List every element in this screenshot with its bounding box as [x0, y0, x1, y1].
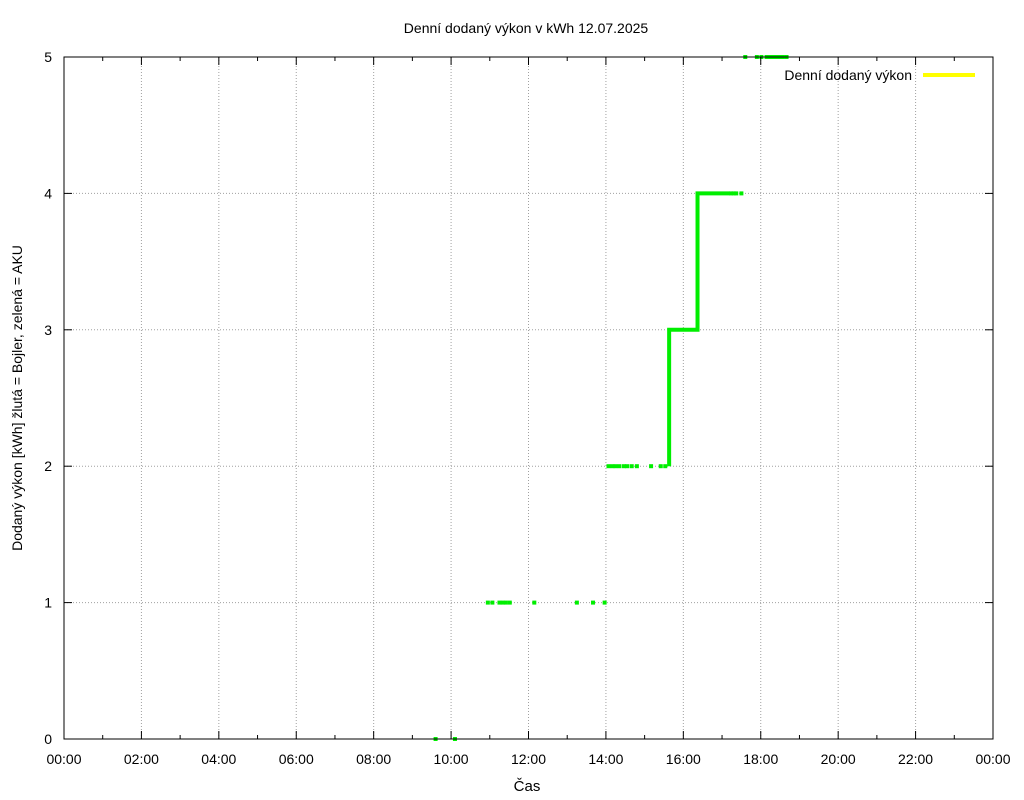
data-point: [629, 464, 634, 469]
data-point: [613, 464, 618, 469]
data-point: [503, 600, 508, 605]
x-axis-label: Čas: [514, 778, 541, 795]
y-axis-label: Dodaný výkon [kWh] žlutá = Bojler, zelen…: [9, 245, 25, 551]
data-point: [739, 191, 744, 196]
x-tick-label: 04:00: [201, 751, 236, 767]
data-point: [658, 464, 663, 469]
data-point: [497, 600, 502, 605]
x-tick-label: 00:00: [975, 751, 1010, 767]
data-point: [507, 600, 512, 605]
x-tick-label: 06:00: [279, 751, 314, 767]
data-point: [617, 464, 622, 469]
chart-title: Denní dodaný výkon v kWh 12.07.2025: [404, 20, 649, 36]
y-tick-label: 1: [44, 595, 52, 611]
data-point: [591, 600, 596, 605]
x-tick-label: 22:00: [898, 751, 933, 767]
x-tick-label: 02:00: [124, 751, 159, 767]
data-point: [634, 464, 639, 469]
y-tick-label: 5: [44, 49, 52, 65]
data-point: [500, 600, 505, 605]
series-layer: [433, 55, 789, 741]
data-point: [625, 464, 630, 469]
data-point: [490, 600, 495, 605]
data-point: [663, 464, 668, 469]
grid: [64, 57, 993, 739]
data-point: [649, 464, 654, 469]
data-point: [606, 464, 611, 469]
series-line: [667, 191, 730, 467]
x-tick-label: 12:00: [511, 751, 546, 767]
x-tick-label: 08:00: [356, 751, 391, 767]
legend: Denní dodaný výkon: [784, 67, 975, 83]
y-tick-label: 2: [44, 458, 52, 474]
data-point: [485, 600, 490, 605]
data-point: [729, 191, 734, 196]
x-tick-label: 16:00: [666, 751, 701, 767]
y-tick-label: 0: [44, 731, 52, 747]
x-tick-label: 20:00: [821, 751, 856, 767]
x-tick-label: 18:00: [743, 751, 778, 767]
data-point: [621, 464, 626, 469]
x-tick-label: 10:00: [434, 751, 469, 767]
legend-label: Denní dodaný výkon: [784, 67, 912, 83]
data-point: [610, 464, 615, 469]
data-point: [602, 600, 607, 605]
data-point: [532, 600, 537, 605]
y-tick-label: 4: [44, 185, 52, 201]
ticks: 00:00 02:00 04:00 06:00 08:00 10:00 12:00 14:00…: [44, 49, 1011, 767]
x-tick-label: 14:00: [588, 751, 623, 767]
y-tick-label: 3: [44, 322, 52, 338]
data-point: [731, 191, 736, 196]
data-point: [734, 191, 739, 196]
x-tick-label: 00:00: [46, 751, 81, 767]
data-point: [574, 600, 579, 605]
